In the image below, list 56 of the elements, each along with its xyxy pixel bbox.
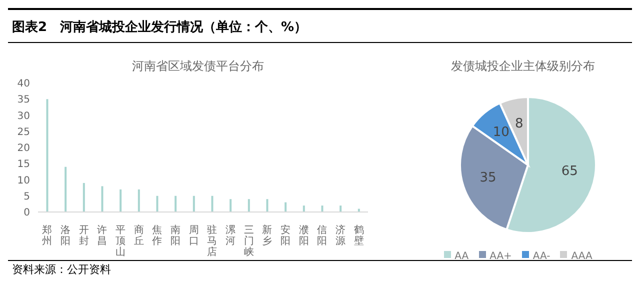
bar bbox=[230, 199, 232, 212]
x-tick-label: 平顶山 bbox=[116, 225, 126, 258]
x-tick-label: 洛阳 bbox=[60, 224, 70, 247]
bar bbox=[101, 186, 104, 212]
data-label: 10 bbox=[492, 125, 510, 140]
bar bbox=[266, 199, 268, 212]
bar bbox=[156, 196, 158, 212]
y-tick-label: 10 bbox=[17, 175, 30, 186]
chart-title: 河南省区域发债平台分布 bbox=[131, 58, 265, 75]
text: 图表2 河南省城投企业发行情况（单位：个、%） bbox=[12, 19, 308, 36]
x-tick-label: 南阳 bbox=[170, 224, 180, 247]
data-label: 35 bbox=[480, 170, 496, 186]
bar bbox=[138, 189, 140, 212]
legend-label: AA+ bbox=[490, 251, 512, 262]
y-tick-label: 20 bbox=[17, 143, 30, 154]
bar bbox=[192, 196, 195, 212]
y-tick-label: 35 bbox=[17, 94, 30, 106]
x-tick-label: 新乡 bbox=[262, 224, 272, 247]
y-tick-label: 30 bbox=[17, 110, 30, 122]
y-tick-label: 15 bbox=[17, 159, 30, 170]
x-tick-label: 焦作 bbox=[151, 224, 162, 247]
bar bbox=[321, 206, 324, 212]
x-tick-label: 驻马店 bbox=[207, 224, 218, 258]
bar bbox=[284, 202, 287, 212]
bar bbox=[248, 199, 250, 212]
x-tick-label: 濮阳 bbox=[298, 224, 309, 247]
bar bbox=[302, 206, 305, 212]
y-tick-label: 25 bbox=[17, 126, 30, 138]
bar bbox=[46, 99, 48, 212]
chart-title: 发债城投企业主体级别分布 bbox=[450, 58, 596, 75]
x-tick-label: 漯河 bbox=[226, 224, 236, 247]
x-tick-label: 商丘 bbox=[134, 224, 144, 247]
data-label: 8 bbox=[514, 116, 524, 132]
x-tick-label: 郑州 bbox=[42, 224, 52, 247]
bar bbox=[340, 206, 342, 212]
bar bbox=[64, 166, 67, 212]
data-label: 65 bbox=[561, 164, 578, 180]
legend-label: AAA bbox=[571, 251, 592, 262]
legend-label: AA- bbox=[532, 251, 550, 262]
x-tick-label: 信阳 bbox=[317, 224, 328, 247]
y-tick-label: 40 bbox=[17, 78, 30, 90]
x-tick-label: 济源 bbox=[336, 224, 346, 247]
bar bbox=[211, 196, 214, 212]
bar bbox=[82, 182, 85, 212]
x-tick-label: 开封 bbox=[78, 225, 89, 247]
x-tick-label: 周口 bbox=[188, 225, 199, 247]
x-tick-label: 许昌 bbox=[97, 224, 108, 247]
text: 资料来源：公开资料 bbox=[12, 262, 111, 277]
bar bbox=[174, 196, 177, 212]
x-tick-label: 鹤壁 bbox=[354, 224, 364, 247]
y-tick-label: 0 bbox=[24, 208, 30, 219]
y-tick-label: 5 bbox=[24, 191, 30, 202]
x-tick-label: 三门峡 bbox=[244, 225, 254, 258]
x-tick-label: 安阳 bbox=[280, 224, 290, 247]
legend-label: AA bbox=[454, 251, 469, 262]
bar bbox=[120, 189, 122, 212]
